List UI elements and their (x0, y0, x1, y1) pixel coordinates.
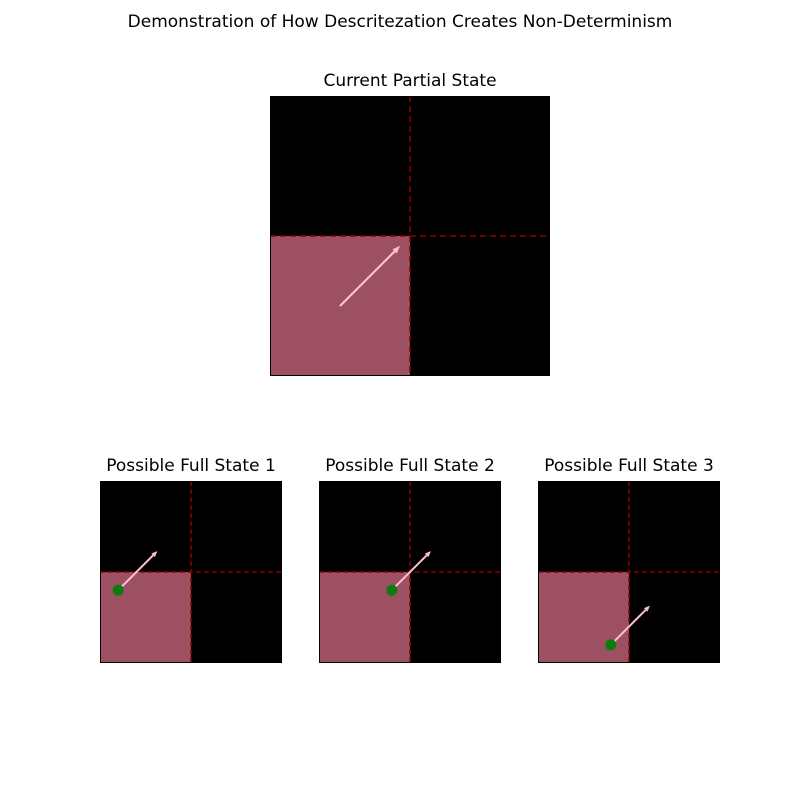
panel-border (538, 481, 720, 663)
agent-position-point (112, 584, 124, 596)
arrow-head (643, 605, 650, 612)
panel-possible-full-state-1 (100, 481, 282, 663)
panel-title-full-2: Possible Full State 2 (325, 456, 495, 476)
velocity-arrow (610, 605, 650, 646)
velocity-arrow (339, 245, 401, 307)
highlighted-cell (100, 572, 191, 663)
arrow-shaft (339, 250, 396, 307)
arrow-shaft (610, 609, 647, 646)
panel-current-partial-state (270, 96, 550, 376)
velocity-arrow (117, 551, 158, 591)
agent-position-point (605, 639, 617, 651)
panel-title-full-3: Possible Full State 3 (544, 456, 714, 476)
arrow-head (392, 245, 401, 254)
figure-title: Demonstration of How Descritezation Crea… (127, 12, 673, 32)
arrow-head (424, 551, 431, 558)
agent-position-point (386, 584, 398, 596)
panel-border (100, 481, 282, 663)
arrow-shaft (391, 554, 428, 591)
panel-possible-full-state-2 (319, 481, 501, 663)
panel-possible-full-state-3 (538, 481, 720, 663)
arrow-shaft (117, 554, 154, 591)
panel-title-full-1: Possible Full State 1 (106, 456, 276, 476)
panel-border (319, 481, 501, 663)
velocity-arrow (391, 551, 431, 591)
highlighted-cell (538, 572, 629, 663)
panel-border (270, 96, 550, 376)
panel-title-current: Current Partial State (323, 71, 497, 91)
arrow-head (151, 551, 158, 558)
